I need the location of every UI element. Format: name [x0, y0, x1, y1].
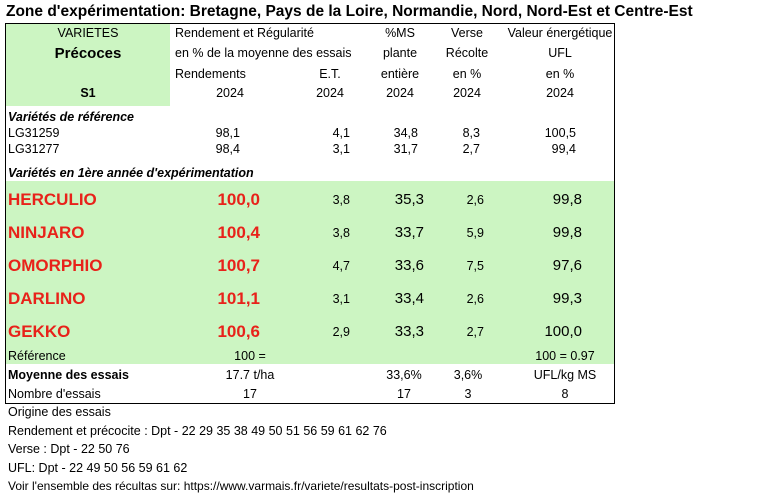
- summary-reference-label: Référence: [8, 349, 66, 363]
- results-table: [5, 23, 615, 404]
- rendement-value: 98,1: [215, 126, 240, 140]
- header-precoces: Précoces: [54, 45, 122, 62]
- summary-moyenne-verse: 3,6%: [453, 368, 483, 382]
- ms-value: 31,7: [393, 142, 418, 156]
- summary-nombre-label: Nombre d'essais: [8, 387, 101, 401]
- new-varieties-highlight: [6, 181, 614, 364]
- varietes-header-cell: [6, 24, 170, 106]
- header-verse: Verse: [451, 26, 483, 40]
- header-et: E.T.: [319, 67, 341, 81]
- et-value: 3,8: [332, 226, 350, 240]
- header-ufl-line2: UFL: [548, 46, 572, 60]
- ufl-value: 100,5: [544, 126, 576, 140]
- header-rendement-line2: en % de la moyenne des essais: [175, 46, 352, 60]
- ms-value: 35,3: [394, 191, 424, 208]
- ufl-value: 99,3: [552, 290, 582, 307]
- variety-name: OMORPHIO: [8, 256, 103, 275]
- ms-value: 33,4: [394, 290, 424, 307]
- header-ufl: Valeur énergétique: [507, 26, 613, 40]
- header-varietes: VARIETES: [57, 26, 119, 40]
- ms-value: 33,6: [394, 257, 424, 274]
- summary-nombre-ufl: 8: [561, 387, 569, 401]
- header-ufl-year: 2024: [546, 86, 574, 100]
- summary-moyenne-ms: 33,6%: [386, 368, 422, 382]
- ufl-value: 97,6: [552, 257, 582, 274]
- rendement-value: 101,1: [217, 289, 260, 308]
- header-verse-line2: Récolte: [445, 46, 489, 60]
- summary-reference-ufl: 100 = 0.97: [535, 349, 595, 363]
- header-ufl-line3: en %: [545, 67, 575, 81]
- section-reference-label: Variétés de référence: [8, 110, 135, 124]
- header-ms-year: 2024: [386, 86, 414, 100]
- header-et-year: 2024: [316, 86, 344, 100]
- rendement-value: 98,4: [215, 142, 240, 156]
- footer-voir-link[interactable]: Voir l'ensemble des récultas sur: https:…: [8, 479, 474, 493]
- ufl-value: 99,4: [551, 142, 576, 156]
- ms-value: 34,8: [393, 126, 418, 140]
- rendement-value: 100,4: [217, 223, 260, 242]
- variety-name: LG31277: [8, 142, 60, 156]
- header-rendement-line3: Rendements: [175, 67, 246, 81]
- verse-value: 2,7: [462, 142, 480, 156]
- page-title: Zone d'expérimentation: Bretagne, Pays d…: [6, 3, 693, 20]
- verse-value: 2,7: [466, 325, 484, 339]
- header-verse-year: 2024: [453, 86, 481, 100]
- ms-value: 33,3: [394, 323, 424, 340]
- variety-name: GEKKO: [8, 322, 71, 341]
- footer-origine: Origine des essais: [8, 405, 111, 419]
- header-ms-line2: plante: [382, 46, 418, 60]
- header-ms: %MS: [385, 26, 415, 40]
- et-value: 4,1: [332, 126, 350, 140]
- verse-value: 2,6: [466, 193, 484, 207]
- ufl-value: 99,8: [552, 224, 582, 241]
- ms-value: 33,7: [394, 224, 424, 241]
- summary-moyenne-rendement: 17.7 t/ha: [225, 368, 275, 382]
- verse-value: 2,6: [466, 292, 484, 306]
- summary-nombre-ms: 17: [397, 387, 411, 401]
- summary-nombre-rendement: 17: [243, 387, 257, 401]
- variety-name: HERCULIO: [8, 190, 97, 209]
- verse-value: 7,5: [466, 259, 484, 273]
- rendement-value: 100,6: [217, 322, 260, 341]
- summary-reference-rendement: 100 =: [234, 349, 266, 363]
- verse-value: 5,9: [466, 226, 484, 240]
- verse-value: 8,3: [462, 126, 480, 140]
- footer-verse: Verse : Dpt - 22 50 76: [8, 442, 130, 456]
- summary-nombre-verse: 3: [464, 387, 472, 401]
- summary-moyenne-label: Moyenne des essais: [8, 368, 129, 382]
- variety-name: LG31259: [8, 126, 60, 140]
- header-rendement-year: 2024: [216, 86, 244, 100]
- variety-name: NINJARO: [8, 223, 85, 242]
- et-value: 3,1: [332, 292, 350, 306]
- ufl-value: 99,8: [552, 191, 582, 208]
- et-value: 4,7: [332, 259, 350, 273]
- et-value: 3,1: [332, 142, 350, 156]
- variety-name: DARLINO: [8, 289, 86, 308]
- ufl-value: 100,0: [544, 323, 582, 340]
- rendement-value: 100,0: [217, 190, 260, 209]
- rendement-value: 100,7: [217, 256, 260, 275]
- header-s1: S1: [80, 86, 96, 100]
- header-verse-line3: en %: [452, 67, 482, 81]
- footer-rendement: Rendement et précocite : Dpt - 22 29 35 …: [8, 424, 387, 438]
- et-value: 2,9: [332, 325, 350, 339]
- et-value: 3,8: [332, 193, 350, 207]
- section-new-label: Variétés en 1ère année d'expérimentation: [8, 166, 254, 180]
- summary-moyenne-ufl: UFL/kg MS: [533, 368, 597, 382]
- header-rendement-line1: Rendement et Régularité: [175, 26, 314, 40]
- header-ms-line3: entière: [380, 67, 420, 81]
- footer-ufl: UFL: Dpt - 22 49 50 56 59 61 62: [8, 461, 188, 475]
